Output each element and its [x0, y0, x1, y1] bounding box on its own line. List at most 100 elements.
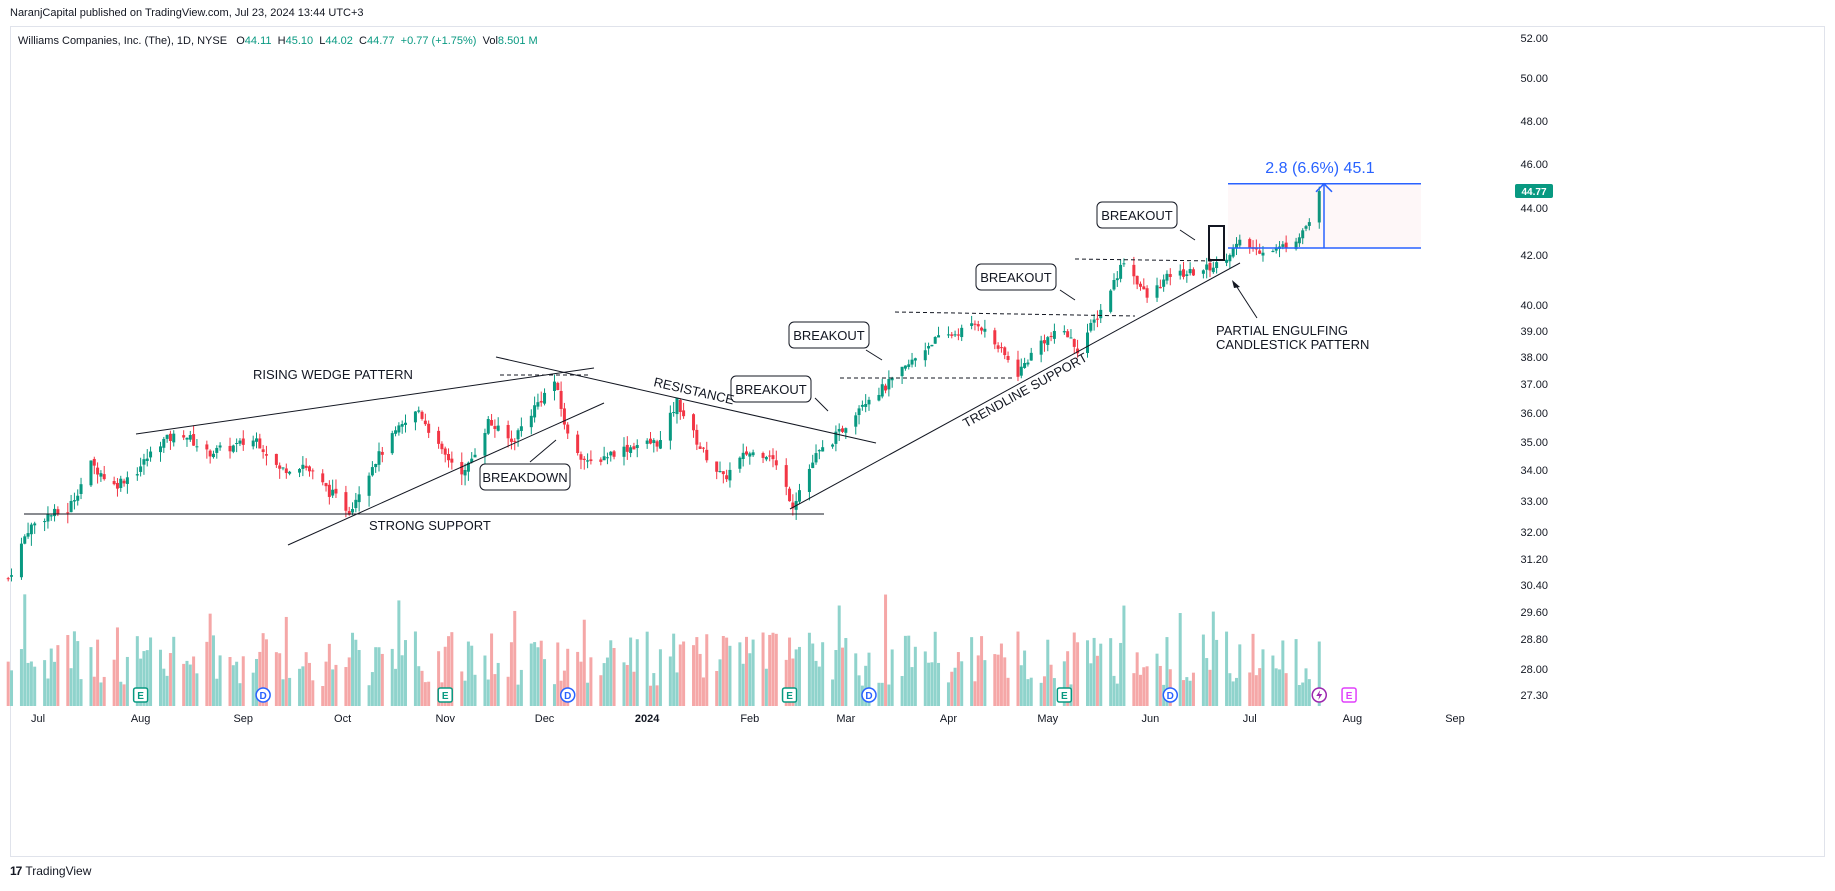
candle-body	[632, 446, 636, 450]
candle-body	[1297, 237, 1301, 244]
candle-body	[1145, 288, 1149, 298]
volume-bar	[993, 654, 997, 706]
candle-body	[864, 404, 868, 407]
symbol-legend: Williams Companies, Inc. (The), 1D, NYSE…	[18, 35, 538, 47]
candle-body	[1049, 335, 1053, 338]
candle-body	[695, 429, 699, 445]
volume-bar	[764, 668, 768, 706]
candle-body	[831, 444, 835, 447]
volume-bar	[910, 667, 914, 706]
x-tick-label: Aug	[1343, 713, 1363, 725]
candle-body	[49, 515, 53, 517]
volume-bar	[1165, 637, 1169, 706]
volume-bar	[887, 684, 891, 706]
volume-bar	[506, 676, 510, 706]
volume-bar	[950, 671, 954, 706]
candle-body	[529, 415, 533, 428]
candle-body	[46, 514, 50, 522]
candle-body	[533, 405, 537, 418]
candle-body	[814, 453, 818, 463]
volume-bar	[635, 639, 639, 706]
candle-body	[602, 456, 606, 461]
volume-bar	[470, 645, 474, 706]
volume-bar	[602, 663, 606, 706]
volume-bar	[460, 671, 464, 706]
volume-bar	[208, 613, 212, 706]
candle-body	[1135, 275, 1139, 285]
candle-body	[976, 324, 980, 327]
wedge-upper-line	[135, 367, 595, 435]
candle-body	[394, 430, 398, 434]
symbol-name: Williams Companies, Inc. (The), 1D, NYSE	[18, 35, 228, 47]
volume-bar	[1142, 667, 1146, 706]
candle-body	[552, 381, 556, 391]
change-value: +0.77 (+1.75%)	[400, 35, 477, 47]
candle-body	[420, 411, 424, 419]
volume-bar	[238, 683, 242, 706]
volume-bar	[158, 649, 162, 706]
candle-body	[92, 458, 96, 466]
candle-body	[953, 334, 957, 336]
candle-body	[1099, 309, 1103, 319]
volume-bar	[417, 666, 421, 706]
candle-body	[867, 399, 871, 405]
candle-body	[645, 440, 649, 444]
candle-body	[589, 459, 593, 462]
volume-bar	[1109, 638, 1113, 706]
dividend-icon-label: D	[1167, 691, 1174, 702]
earnings-icon	[781, 687, 798, 703]
candle-body	[811, 462, 815, 469]
chart-frame	[10, 26, 1825, 857]
candle-body	[1225, 259, 1229, 263]
y-tick-label: 29.60	[1520, 607, 1548, 619]
candle-body	[334, 488, 338, 494]
candle-body	[1026, 362, 1030, 365]
volume-bar	[380, 653, 384, 706]
candle-body	[566, 424, 570, 434]
x-tick-label: 2024	[635, 713, 660, 725]
y-tick-label: 38.00	[1520, 352, 1548, 364]
volume-bar	[145, 650, 149, 706]
breakout1-callout: BREAKOUT	[735, 382, 807, 397]
partial-engulfing-label: PARTIAL ENGULFING	[1216, 323, 1348, 338]
volume-bar	[1211, 611, 1215, 706]
candle-body	[115, 482, 119, 489]
dividend-icon	[255, 687, 271, 703]
volume-bar	[99, 682, 103, 706]
volume-bar	[6, 661, 10, 706]
volume-bar	[447, 636, 451, 706]
candle-body	[53, 508, 57, 517]
candle-body	[255, 438, 259, 442]
candle-body	[450, 458, 454, 463]
close-label: C	[359, 35, 367, 47]
candle-body	[466, 462, 470, 472]
candle-body	[102, 474, 106, 480]
x-tick-label: Jun	[1142, 713, 1160, 725]
volume-bar	[357, 650, 361, 706]
candle-body	[192, 434, 196, 446]
volume-bar	[725, 637, 729, 706]
candle-body	[1248, 239, 1252, 249]
volume-bar	[1254, 675, 1258, 706]
candlestick-pattern-label: CANDLESTICK PATTERN	[1216, 337, 1369, 352]
candle-body	[582, 458, 586, 460]
x-tick-label: Sep	[233, 713, 253, 725]
candle-body	[470, 458, 474, 463]
candle-body	[956, 334, 960, 336]
candle-body	[841, 428, 845, 432]
candle-body	[1281, 244, 1285, 247]
candle-body	[725, 475, 729, 480]
volume-bar	[69, 668, 73, 706]
tradingview-footer[interactable]: 17 TradingView	[10, 864, 91, 878]
breakout2-pointer	[865, 349, 883, 361]
candle-body	[834, 431, 838, 444]
volume-bar	[1284, 673, 1288, 706]
candle-body	[119, 478, 123, 488]
measure-arrow-icon	[1315, 182, 1333, 193]
candle-body	[701, 447, 705, 449]
volume-bar	[791, 658, 795, 706]
candle-body	[1307, 222, 1311, 226]
candle-body	[460, 462, 464, 475]
volume-bar	[1046, 639, 1050, 706]
